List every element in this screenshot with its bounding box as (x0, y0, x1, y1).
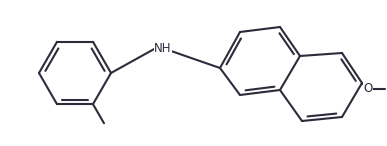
Text: NH: NH (154, 41, 172, 54)
Text: O: O (363, 82, 373, 95)
